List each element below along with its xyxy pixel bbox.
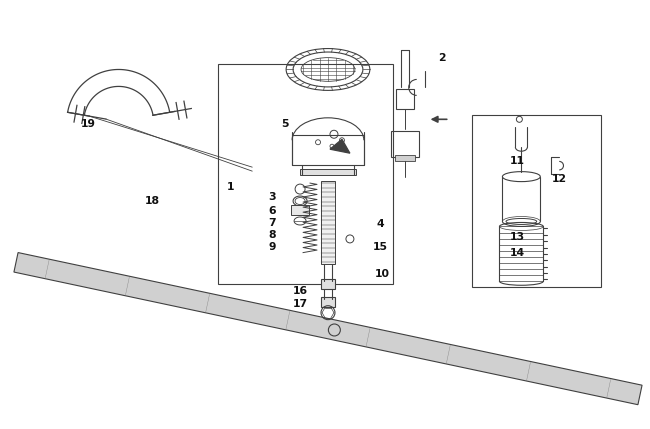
Bar	[321, 279, 335, 289]
Text: 9: 9	[268, 242, 276, 252]
Text: 15: 15	[372, 242, 387, 252]
Text: 4: 4	[376, 219, 384, 229]
Text: 10: 10	[374, 269, 389, 279]
Bar	[395, 155, 415, 161]
Bar	[321, 181, 335, 264]
Bar	[321, 297, 335, 307]
Bar	[291, 205, 309, 215]
Text: 18: 18	[145, 196, 160, 206]
Text: 1: 1	[227, 182, 234, 192]
Bar	[218, 64, 393, 284]
Text: 16: 16	[292, 286, 307, 296]
Text: 14: 14	[510, 248, 525, 258]
Bar	[292, 135, 364, 165]
Bar	[391, 131, 419, 157]
Text: 6: 6	[268, 206, 276, 216]
Text: 7: 7	[268, 218, 276, 228]
Bar	[300, 169, 356, 175]
Text: 12: 12	[552, 174, 567, 184]
Text: 2: 2	[438, 52, 445, 63]
Bar	[471, 115, 601, 287]
Text: 17: 17	[292, 299, 307, 309]
Text: 11: 11	[510, 156, 525, 166]
Polygon shape	[330, 139, 350, 153]
Text: 8: 8	[268, 230, 276, 240]
Text: 3: 3	[268, 192, 276, 202]
Polygon shape	[14, 253, 642, 405]
Bar	[396, 89, 413, 109]
Text: 5: 5	[281, 119, 289, 129]
Text: 19: 19	[81, 119, 96, 129]
Text: 13: 13	[510, 232, 525, 242]
